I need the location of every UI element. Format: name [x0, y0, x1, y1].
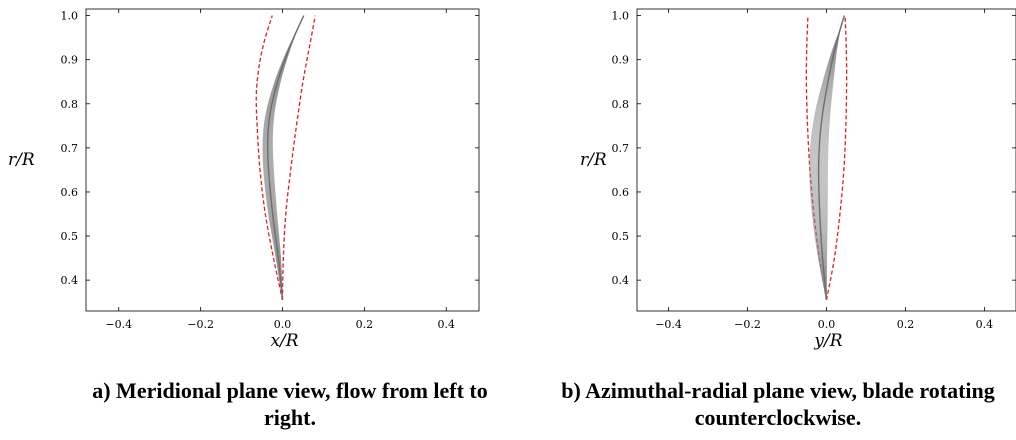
y-tick-label: 1.0: [612, 10, 630, 23]
x-tick-label: −0.2: [734, 318, 761, 331]
chart-panel-b: −0.4 −0.2 0.0 0.2 0.4 0.4 0.5 0.6 0.7 0.8 0.9 1.0 y/…: [580, 8, 1016, 351]
y-tick-label: 1.0: [61, 10, 79, 23]
blade-line: [272, 15, 305, 300]
y-axis-label: r/R: [8, 150, 35, 170]
x-tick-label: 0.2: [897, 318, 915, 331]
dashed-envelope-line: [255, 15, 284, 301]
y-tick-label: 0.6: [61, 186, 79, 199]
y-tick-label: 0.7: [612, 142, 630, 155]
blade-line: [826, 15, 845, 300]
x-tick-label: −0.2: [187, 318, 214, 331]
chart-panel-a: −0.4 −0.2 0.0 0.2 0.4 0.4 0.5 0.6 0.7 0.8 0.9 1.0 x/…: [8, 8, 480, 351]
dashed-envelope-line: [281, 15, 316, 300]
x-axis-label: x/R: [270, 331, 298, 351]
x-tick-label: 0.0: [274, 318, 292, 331]
y-tick-label: 0.5: [61, 230, 79, 243]
caption-b: b) Azimuthal-radial plane view, blade ro…: [561, 378, 995, 430]
y-tick-label: 0.9: [612, 54, 630, 67]
blade-line: [825, 15, 845, 300]
y-tick-label: 0.5: [612, 230, 630, 243]
caption-a: a) Meridional plane view, flow from left…: [92, 378, 488, 430]
y-tick-label: 0.8: [612, 98, 630, 111]
y-axis-label: r/R: [580, 150, 607, 170]
blade-line-main: [817, 15, 845, 301]
x-tick-label: 0.4: [438, 318, 456, 331]
x-tick-label: −0.4: [655, 318, 682, 331]
blade-line: [826, 15, 845, 300]
y-tick-label: 0.4: [612, 274, 630, 287]
x-tick-label: 0.4: [976, 318, 994, 331]
y-tick-label: 0.6: [612, 186, 630, 199]
x-axis-label: y/R: [813, 331, 842, 351]
y-tick-label: 0.7: [61, 142, 79, 155]
dashed-envelope-line: [825, 15, 848, 301]
y-tick-label: 0.4: [61, 274, 79, 287]
x-tick-label: 0.0: [818, 318, 836, 331]
y-tick-label: 0.8: [61, 98, 79, 111]
x-tick-label: −0.4: [105, 318, 132, 331]
x-tick-label: 0.2: [356, 318, 374, 331]
blade-line-main: [266, 15, 305, 301]
y-tick-label: 0.9: [61, 54, 79, 67]
